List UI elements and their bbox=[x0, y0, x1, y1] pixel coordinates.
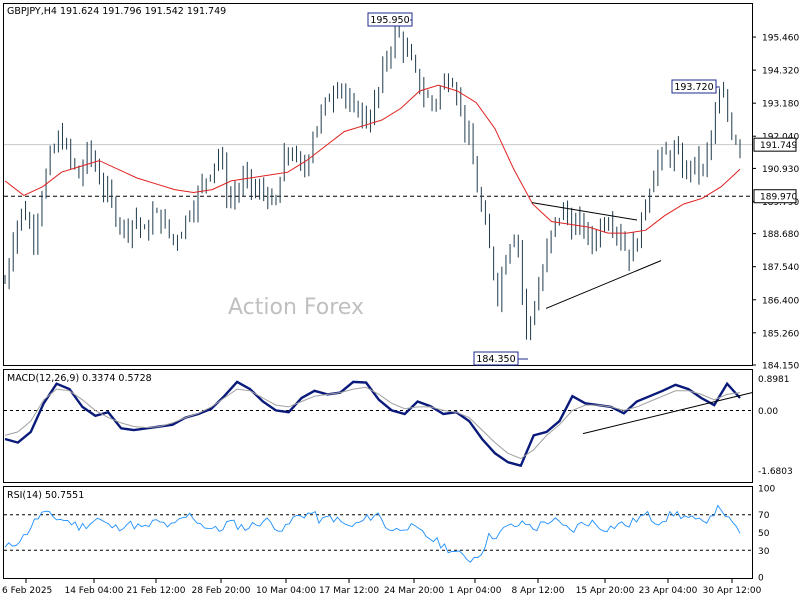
price-tick-label: 193.180 bbox=[762, 100, 799, 110]
rsi-header: RSI(14) 50.7551 bbox=[7, 490, 84, 501]
rsi-tick-label: 70 bbox=[758, 511, 770, 521]
x-tick-label: 15 Apr 20:00 bbox=[576, 586, 635, 596]
rsi-tick-label: 100 bbox=[758, 485, 775, 495]
macd-tick-label: -1.6803 bbox=[758, 467, 793, 477]
macd-trendline bbox=[582, 392, 753, 435]
x-tick-label: 6 Feb 2025 bbox=[2, 586, 52, 596]
price-axis-highlight-label: 191.749 bbox=[760, 141, 797, 151]
x-tick-label: 24 Mar 20:00 bbox=[384, 586, 444, 596]
x-tick-label: 21 Feb 12:00 bbox=[126, 586, 185, 596]
price-tick-label: 190.930 bbox=[762, 165, 799, 175]
price-tick-label: 195.460 bbox=[762, 34, 799, 44]
moving-average-line bbox=[4, 84, 741, 234]
macd-panel bbox=[3, 369, 753, 483]
x-tick-label: 1 Apr 04:00 bbox=[449, 586, 502, 596]
rsi-line bbox=[4, 504, 741, 563]
triangle-upper-trendline bbox=[531, 202, 638, 221]
price-annotation-label: 184.350 bbox=[476, 354, 515, 365]
price-axis-highlight-box bbox=[753, 189, 797, 204]
price-tick-label: 187.540 bbox=[762, 263, 799, 273]
price-tick-label: 184.150 bbox=[762, 362, 799, 372]
macd-signal-line bbox=[4, 386, 741, 460]
price-tick-label: 185.260 bbox=[762, 329, 799, 339]
x-tick-label: 28 Feb 20:00 bbox=[191, 586, 250, 596]
price-annotation-label: 195.950 bbox=[370, 15, 409, 26]
watermark: Action Forex bbox=[228, 295, 364, 320]
macd-tick-label: 0.00 bbox=[758, 407, 778, 417]
rsi-tick-label: 0 bbox=[758, 574, 764, 584]
x-tick-label: 8 Apr 12:00 bbox=[512, 586, 565, 596]
price-axis-highlight-label: 189.970 bbox=[760, 193, 797, 203]
x-tick-label: 17 Mar 12:00 bbox=[319, 586, 379, 596]
price-annotation-label: 193.720 bbox=[674, 82, 713, 93]
x-tick-label: 23 Apr 04:00 bbox=[639, 586, 698, 596]
price-tick-label: 188.680 bbox=[762, 230, 799, 240]
macd-tick-label: 0.8981 bbox=[758, 375, 790, 385]
price-panel bbox=[3, 3, 753, 366]
price-axis-highlight-box bbox=[753, 137, 797, 152]
x-tick-label: 14 Feb 04:00 bbox=[64, 586, 123, 596]
macd-header: MACD(12,26,9) 0.3374 0.5728 bbox=[7, 373, 152, 384]
symbol-header: GBPJPY,H4 191.624 191.796 191.542 191.74… bbox=[7, 6, 226, 17]
rsi-panel bbox=[3, 486, 753, 579]
rsi-tick-label: 30 bbox=[758, 547, 770, 557]
price-tick-label: 186.400 bbox=[762, 296, 799, 306]
rsi-tick-label: 50 bbox=[758, 529, 770, 539]
triangle-lower-trendline bbox=[545, 260, 662, 309]
x-tick-label: 30 Apr 12:00 bbox=[703, 586, 762, 596]
price-tick-label: 194.320 bbox=[762, 67, 799, 77]
x-tick-label: 10 Mar 04:00 bbox=[256, 586, 316, 596]
